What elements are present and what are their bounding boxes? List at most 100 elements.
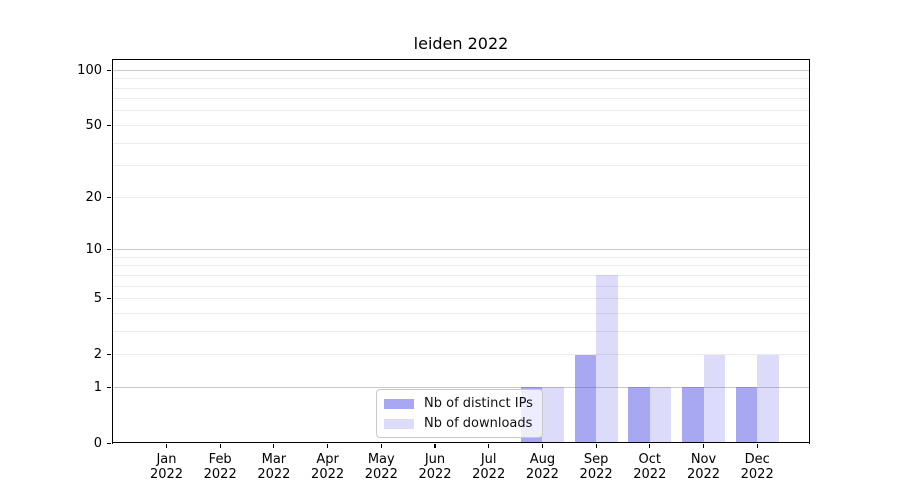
x-tick-year: 2022 (525, 466, 559, 482)
gridline-major-100 (112, 69, 810, 71)
legend-item-distinct-ips: Nb of distinct IPs (384, 396, 535, 411)
right-spine (808, 59, 810, 444)
legend-label-distinct-ips: Nb of distinct IPs (424, 396, 533, 411)
x-tick-jul (488, 443, 490, 448)
y-tick-20 (106, 196, 111, 198)
gridline-minor-8 (112, 265, 810, 267)
bar-nb-of-downloads-oct-2022 (649, 387, 672, 444)
x-tick-year: 2022 (633, 466, 667, 482)
legend-item-downloads: Nb of downloads (384, 416, 535, 431)
x-tick-label-sep: Sep 2022 (569, 452, 623, 482)
x-tick-label-apr: Apr 2022 (301, 452, 355, 482)
x-tick-label-jun: Jun 2022 (408, 452, 462, 482)
x-tick-year: 2022 (472, 466, 506, 482)
left-spine (112, 59, 114, 444)
gridline-minor-40 (112, 142, 810, 144)
x-tick-year: 2022 (203, 466, 237, 482)
x-tick-label-jan: Jan 2022 (140, 452, 194, 482)
x-tick-label-oct: Oct 2022 (623, 452, 677, 482)
y-tick-label-10: 10 (85, 242, 102, 258)
y-tick-label-100: 100 (77, 62, 102, 78)
gridline-minor-20 (112, 196, 810, 198)
y-tick-label-2: 2 (93, 347, 102, 363)
y-tick-label-50: 50 (85, 117, 102, 133)
y-tick-50 (106, 124, 111, 127)
y-tick-100 (106, 69, 111, 71)
y-tick-10 (106, 248, 111, 251)
x-tick-label-jul: Jul 2022 (462, 452, 516, 482)
x-tick-month: May (367, 451, 395, 467)
x-tick-label-mar: Mar 2022 (247, 452, 301, 482)
x-tick-feb (219, 443, 221, 448)
x-tick-month: Nov (690, 451, 717, 467)
x-tick-month: Dec (744, 451, 770, 467)
x-tick-month: Mar (261, 451, 287, 467)
bar-nb-of-distinct-ips-oct-2022 (628, 387, 650, 444)
bar-nb-of-downloads-dec-2022 (757, 354, 779, 444)
gridline-minor-3 (112, 330, 810, 332)
x-tick-nov (702, 443, 705, 448)
plot-area: Nb of distinct IPs Nb of downloads 100 50… (77, 59, 810, 482)
x-tick-month: Feb (208, 451, 232, 467)
y-tick-1 (106, 386, 111, 389)
y-tick-0 (106, 442, 111, 445)
gridline-minor-50 (112, 124, 810, 126)
x-tick-label-dec: Dec 2022 (730, 452, 784, 482)
x-tick-year: 2022 (311, 466, 345, 482)
gridline-minor-4 (112, 312, 810, 314)
x-tick-year: 2022 (740, 466, 774, 482)
x-tick-year: 2022 (579, 466, 613, 482)
y-tick-label-0: 0 (93, 436, 102, 451)
x-tick-month: Sep (583, 451, 609, 467)
bottom-spine (112, 442, 810, 444)
y-tick-2 (106, 354, 111, 356)
x-tick-label-may: May 2022 (354, 452, 408, 482)
x-tick-apr (327, 443, 329, 448)
y-tick-label-20: 20 (85, 189, 102, 205)
gridline-major-10 (112, 248, 810, 251)
x-tick-jun (434, 443, 436, 448)
x-tick-aug (541, 443, 543, 448)
x-tick-month: Jun (424, 451, 446, 467)
bar-nb-of-distinct-ips-nov-2022 (682, 387, 704, 444)
bar-nb-of-downloads-aug-2022 (542, 387, 564, 444)
bar-nb-of-downloads-sep-2022 (596, 275, 618, 444)
x-tick-label-aug: Aug 2022 (515, 452, 569, 482)
legend: Nb of distinct IPs Nb of downloads (376, 389, 543, 438)
x-tick-year: 2022 (686, 466, 721, 482)
gridline-major-1 (112, 386, 810, 389)
gridline-minor-9 (112, 256, 810, 258)
x-tick-month: Apr (316, 451, 339, 467)
x-tick-dec (756, 443, 758, 448)
chart-title: leiden 2022 (413, 34, 509, 53)
x-tick-mar (273, 443, 275, 448)
x-tick-sep (595, 443, 597, 448)
gridline-minor-80 (112, 87, 810, 89)
top-spine (112, 59, 810, 61)
legend-swatch-distinct-ips (384, 398, 414, 409)
x-tick-month: Jan (156, 451, 177, 467)
x-tick-oct (649, 443, 651, 448)
gridline-minor-2 (112, 354, 810, 356)
gridline-minor-5 (112, 298, 810, 300)
x-tick-month: Oct (638, 451, 662, 467)
x-tick-may (380, 443, 382, 448)
x-tick-label-nov: Nov 2022 (677, 452, 731, 482)
x-tick-year: 2022 (364, 466, 398, 482)
y-tick-label-5: 5 (93, 291, 102, 307)
gridline-minor-60 (112, 110, 810, 112)
gridline-minor-70 (112, 98, 810, 100)
y-tick-label-1: 1 (93, 379, 102, 395)
bar-nb-of-downloads-nov-2022 (703, 354, 725, 444)
gridline-minor-30 (112, 165, 810, 167)
gridline-minor-6 (112, 285, 810, 287)
gridline-minor-7 (112, 274, 810, 276)
legend-label-downloads: Nb of downloads (424, 416, 533, 431)
gridline-minor-90 (112, 78, 810, 80)
bar-nb-of-distinct-ips-dec-2022 (735, 387, 758, 444)
x-tick-month: Aug (529, 451, 556, 467)
x-tick-month: Jul (480, 451, 497, 467)
bar-nb-of-distinct-ips-sep-2022 (574, 354, 597, 444)
x-tick-year: 2022 (418, 466, 452, 482)
